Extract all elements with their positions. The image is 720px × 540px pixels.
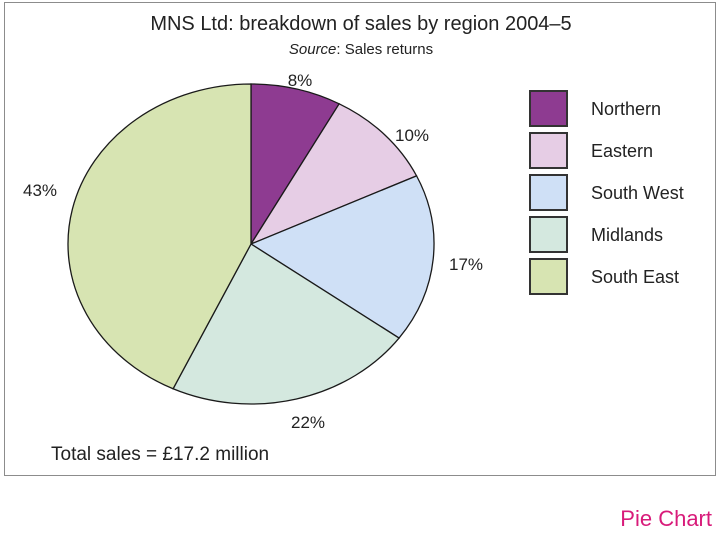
total-sales-note: Total sales = £17.2 million xyxy=(51,444,270,465)
slice-label-south-east: 43% xyxy=(23,181,57,200)
legend-swatch-eastern xyxy=(529,132,568,169)
slide-caption: Pie Chart xyxy=(620,506,712,531)
legend-swatch-northern xyxy=(529,90,568,127)
slice-label-eastern: 10% xyxy=(395,126,429,145)
slice-label-northern: 8% xyxy=(288,71,313,90)
legend-swatch-south-east xyxy=(529,258,568,295)
legend-swatch-midlands xyxy=(529,216,568,253)
legend-label-midlands: Midlands xyxy=(591,225,663,245)
legend-label-northern: Northern xyxy=(591,99,661,119)
pie-slice-south-west xyxy=(249,175,435,339)
source-label: Source xyxy=(288,41,337,58)
legend-swatch-south-west xyxy=(529,174,568,211)
chart-subtitle: Source: Sales returns xyxy=(5,41,717,58)
legend-label-south-east: South East xyxy=(591,267,679,287)
chart-title: MNS Ltd: breakdown of sales by region 20… xyxy=(150,13,572,35)
slice-label-south-west: 17% xyxy=(449,255,483,274)
legend-label-south-west: South West xyxy=(591,183,684,203)
legend-label-eastern: Eastern xyxy=(591,141,653,161)
pie-slice-eastern xyxy=(249,102,418,246)
slice-label-midlands: 22% xyxy=(291,413,325,432)
pie-slice-northern xyxy=(250,83,341,247)
source-text: : Sales returns xyxy=(336,41,434,58)
pie-slice-south-east xyxy=(67,83,252,390)
